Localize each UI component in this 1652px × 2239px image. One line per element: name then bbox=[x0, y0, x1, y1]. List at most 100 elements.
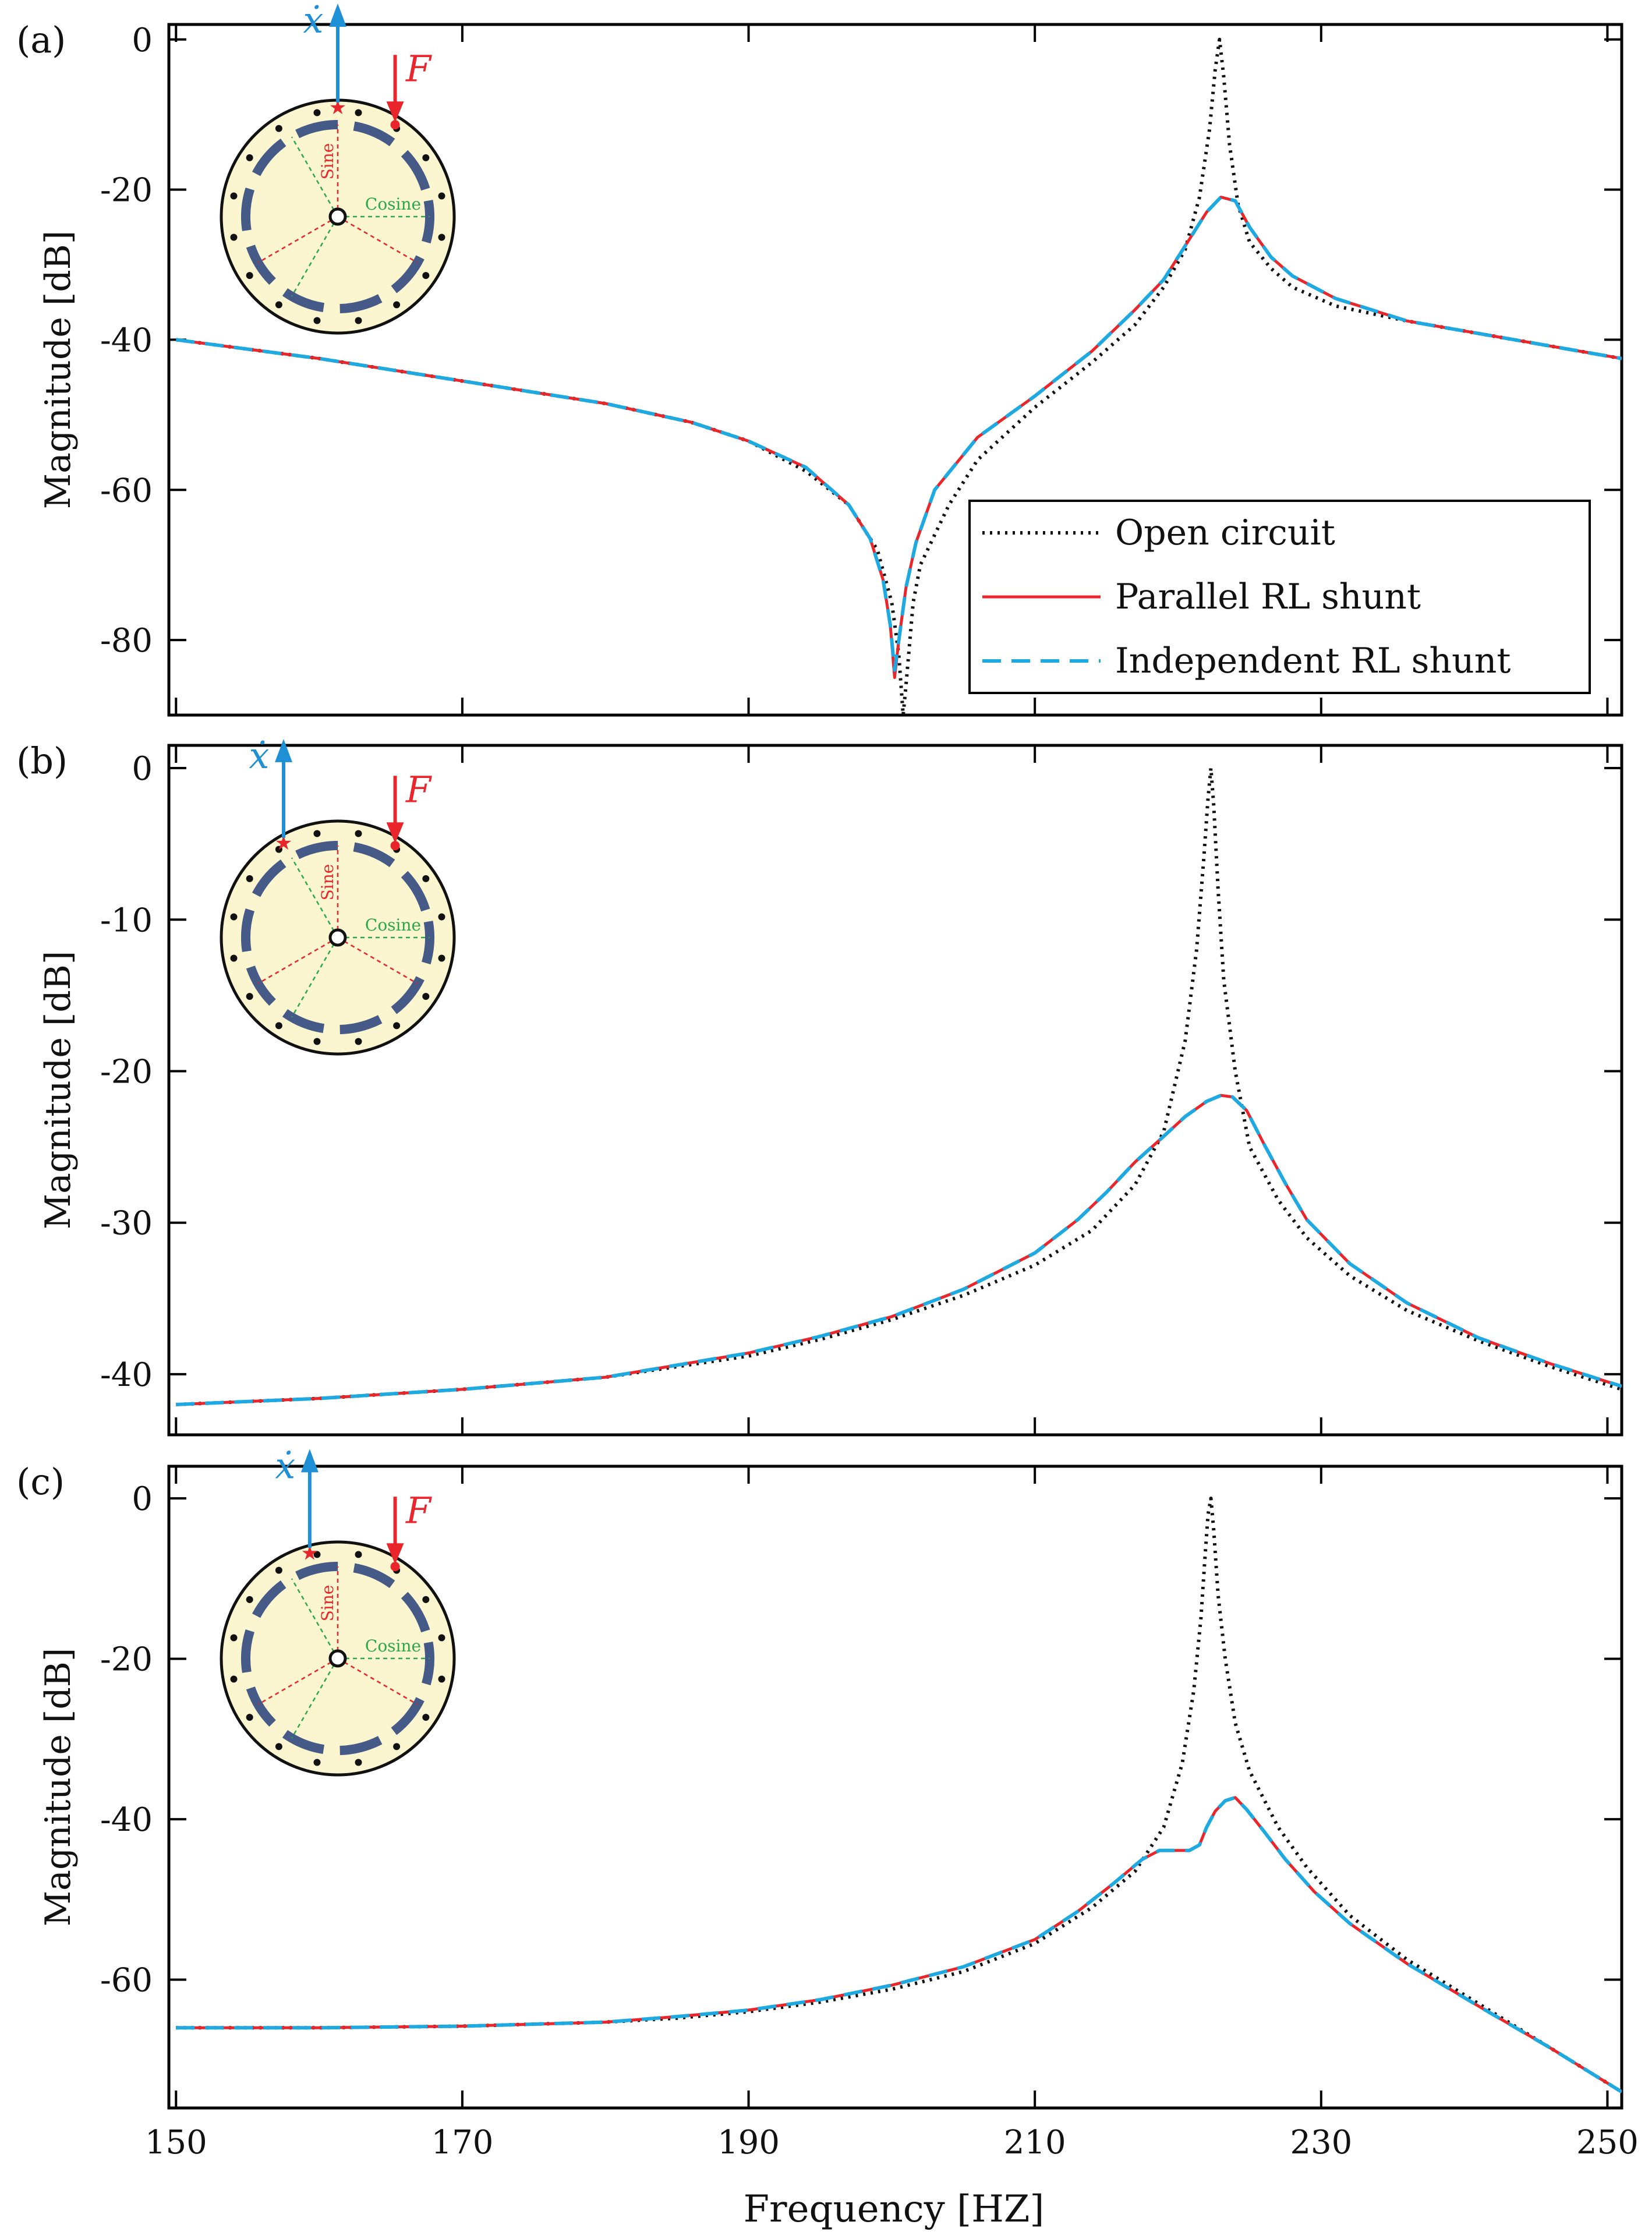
rim-dot bbox=[275, 1743, 282, 1750]
force-symbol: F bbox=[405, 47, 432, 90]
hub bbox=[328, 928, 347, 947]
velocity-arrow-head-icon bbox=[300, 1449, 319, 1473]
y-tick-label: -40 bbox=[100, 1801, 153, 1839]
series-line-open bbox=[176, 1497, 1622, 2093]
rim-dot bbox=[246, 1714, 253, 1721]
velocity-symbol: ẋ bbox=[249, 734, 270, 777]
y-tick-label: -60 bbox=[100, 472, 153, 510]
rim-dot bbox=[230, 234, 238, 241]
x-tick-label: 250 bbox=[1576, 2124, 1639, 2162]
series-line-parallel bbox=[176, 1796, 1622, 2093]
velocity-symbol: ẋ bbox=[303, 0, 324, 41]
y-tick-label: -20 bbox=[100, 172, 153, 210]
panel-label: (a) bbox=[16, 19, 66, 61]
rim-dot bbox=[275, 846, 282, 853]
panel-label: (b) bbox=[16, 740, 68, 782]
rim-dot bbox=[246, 993, 253, 1000]
panel-label: (c) bbox=[16, 1460, 65, 1503]
x-tick-label: 150 bbox=[145, 2124, 207, 2162]
plot-frame bbox=[167, 23, 1623, 717]
y-tick-label: -40 bbox=[100, 321, 153, 359]
cosine-label: Cosine bbox=[365, 915, 421, 935]
legend-label-independent: Independent RL shunt bbox=[1115, 641, 1510, 681]
sine-spoke bbox=[257, 1657, 338, 1706]
sine-spoke bbox=[337, 1657, 418, 1706]
rim-dot bbox=[313, 1038, 321, 1045]
velocity-symbol: ẋ bbox=[275, 1444, 295, 1487]
rim-dot bbox=[422, 993, 430, 1000]
series-line-independent bbox=[175, 195, 1622, 672]
y-axis-label: Magnitude [dB] bbox=[38, 1648, 79, 1927]
x-tick-label: 170 bbox=[431, 2124, 493, 2162]
panel-0: (a) Magnitude [dB] 0 -20 -40 -60 -80 Sine Cosine… bbox=[16, 0, 1623, 717]
rim-dot bbox=[438, 913, 445, 921]
cosine-spoke bbox=[291, 937, 339, 1018]
series-line-independent bbox=[176, 1795, 1622, 2093]
y-tick-label: -30 bbox=[100, 1205, 153, 1243]
rim-dot bbox=[438, 954, 445, 962]
cosine-spoke bbox=[291, 1658, 339, 1739]
velocity-arrow-head-icon bbox=[275, 738, 292, 762]
rim-dot bbox=[275, 1022, 282, 1030]
rim-dot bbox=[246, 1596, 253, 1603]
rim-dot bbox=[246, 154, 253, 161]
force-symbol: F bbox=[405, 1489, 432, 1531]
panel-1: (b) Magnitude [dB] 0 -10 -20 -30 -40 Sine Cosine… bbox=[16, 734, 1623, 1437]
rim-dot bbox=[246, 875, 253, 882]
rim-dot bbox=[393, 1743, 401, 1750]
sine-spoke bbox=[257, 215, 338, 264]
rim-dot bbox=[275, 125, 282, 132]
rim-dot bbox=[313, 1551, 321, 1558]
force-point bbox=[390, 841, 400, 851]
sine-label: Sine bbox=[318, 143, 337, 180]
rim-dot bbox=[355, 109, 362, 116]
hub bbox=[328, 207, 347, 226]
rim-dot bbox=[313, 1759, 321, 1766]
sine-label: Sine bbox=[318, 864, 337, 901]
rim-dot bbox=[355, 830, 362, 837]
sine-label: Sine bbox=[318, 1585, 337, 1622]
rim-dot bbox=[230, 913, 238, 921]
rim-dot bbox=[422, 875, 430, 882]
rim-dot bbox=[355, 1551, 362, 1558]
force-symbol: F bbox=[405, 768, 432, 811]
legend-label-parallel: Parallel RL shunt bbox=[1115, 576, 1421, 617]
rim-dot bbox=[355, 317, 362, 324]
x-axis-label: Frequency [HZ] bbox=[744, 2188, 1045, 2231]
rim-dot bbox=[438, 1675, 445, 1683]
rim-dot bbox=[246, 272, 253, 280]
cosine-spoke bbox=[291, 216, 339, 297]
x-tick-label: 190 bbox=[717, 2124, 780, 2162]
y-tick-label: -40 bbox=[100, 1356, 153, 1394]
chart-panels: (a) Magnitude [dB] 0 -20 -40 -60 -80 Sine Cosine… bbox=[16, 0, 1639, 2162]
y-tick-label: 0 bbox=[132, 1480, 153, 1518]
y-tick-label: 0 bbox=[132, 750, 153, 788]
rim-dot bbox=[313, 830, 321, 837]
series-line-open bbox=[176, 766, 1622, 1406]
rim-dot bbox=[230, 1675, 238, 1683]
series-line-parallel bbox=[176, 1094, 1622, 1406]
rim-dot bbox=[275, 301, 282, 309]
cosine-label: Cosine bbox=[365, 1636, 421, 1656]
x-tick-label: 230 bbox=[1290, 2124, 1352, 2162]
cosine-spoke bbox=[291, 857, 339, 938]
cosine-label: Cosine bbox=[365, 194, 421, 214]
rim-dot bbox=[313, 109, 321, 116]
rim-dot bbox=[422, 272, 430, 280]
legend: Open circuit Parallel RL shunt Independent… bbox=[968, 500, 1591, 694]
y-axis-label: Magnitude [dB] bbox=[38, 951, 79, 1230]
rim-dot bbox=[393, 1022, 401, 1030]
force-arrow-head-icon bbox=[386, 1543, 404, 1565]
rim-dot bbox=[438, 192, 445, 200]
panel-2: (c) Magnitude [dB] 0 -20 -40 -60 150 170 190 210 2… bbox=[16, 1444, 1639, 2162]
piezo-ring bbox=[241, 841, 434, 1034]
force-arrow-head-icon bbox=[386, 101, 404, 123]
cosine-spoke bbox=[291, 136, 339, 217]
plot-frame bbox=[167, 744, 1623, 1437]
sine-spoke bbox=[257, 936, 338, 985]
y-tick-label: -20 bbox=[100, 1053, 153, 1091]
rim-dot bbox=[230, 1634, 238, 1642]
y-tick-label: -10 bbox=[100, 901, 153, 939]
force-point bbox=[390, 120, 400, 130]
